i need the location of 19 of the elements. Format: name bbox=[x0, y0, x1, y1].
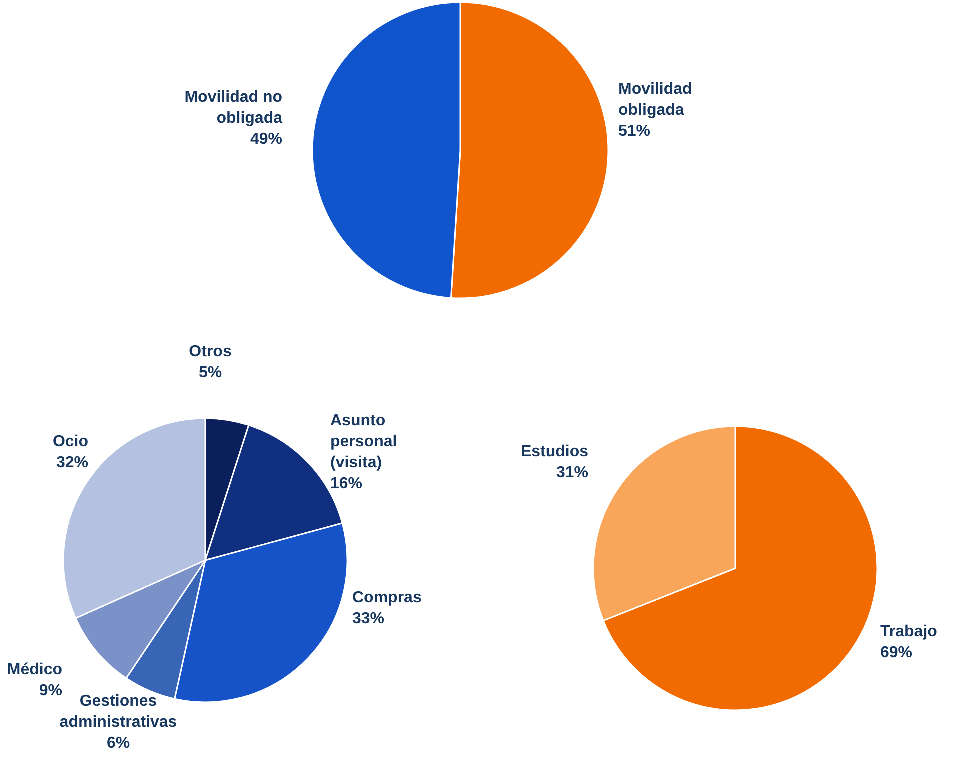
data-label: 9% bbox=[39, 682, 62, 700]
slice-label: Movilidad no obligada bbox=[184, 89, 283, 127]
data-label: 31% bbox=[556, 464, 589, 482]
slice-label: Asunto personal (visita) bbox=[330, 412, 398, 472]
slice-label: Médico bbox=[7, 662, 63, 678]
data-label: 5% bbox=[198, 364, 222, 382]
slice-label: Compras bbox=[352, 590, 422, 606]
data-label: 32% bbox=[56, 454, 89, 472]
data-label: 6% bbox=[106, 735, 130, 752]
slice-label: Ocio bbox=[52, 434, 89, 450]
slice-label: Otros bbox=[189, 344, 232, 360]
data-label: 51% bbox=[618, 123, 651, 140]
slice-label: Estudios bbox=[520, 444, 589, 460]
data-label: 33% bbox=[352, 610, 385, 628]
data-label: 16% bbox=[330, 476, 363, 492]
slice-label: Trabajo bbox=[880, 624, 938, 640]
slice-label: Movilidad obligada bbox=[618, 81, 692, 119]
data-label: 49% bbox=[250, 131, 283, 148]
data-label: 69% bbox=[880, 644, 913, 662]
